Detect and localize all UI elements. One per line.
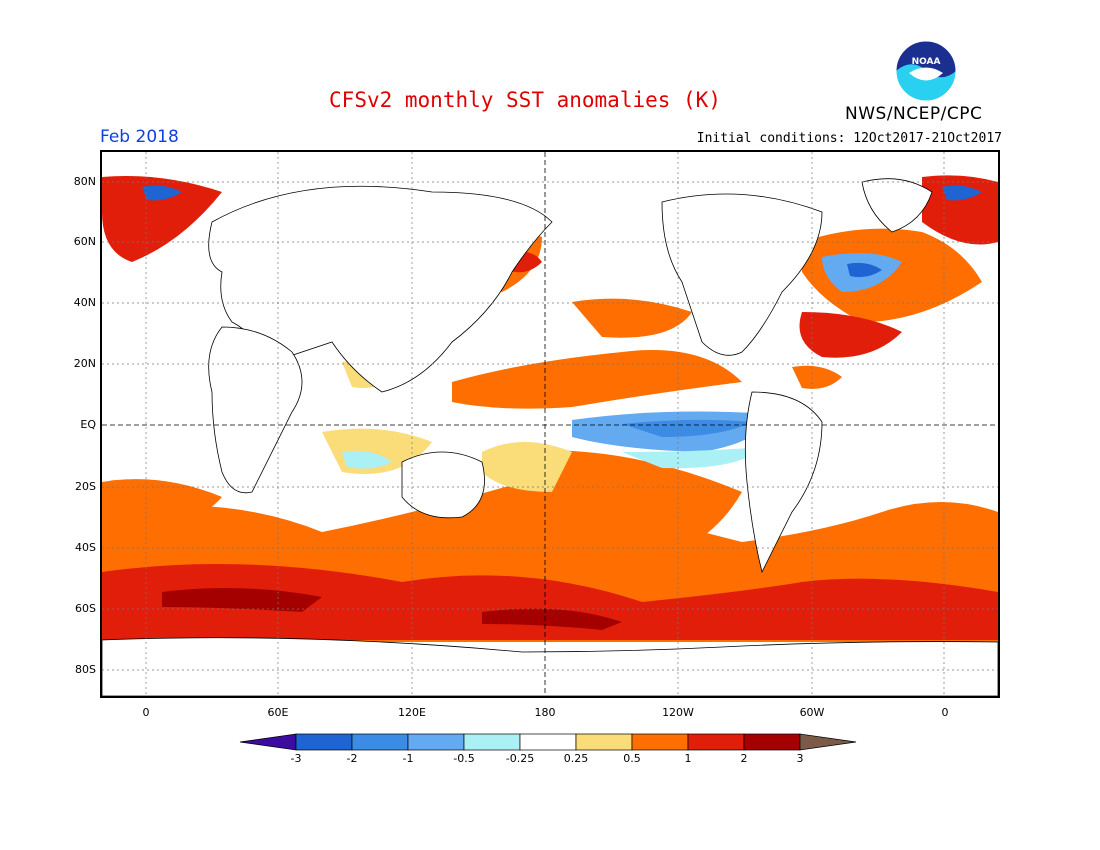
y-tick-label: EQ (80, 418, 96, 431)
x-tick-label: 120E (398, 706, 426, 719)
x-tick-label: 120W (662, 706, 694, 719)
x-tick-label: 60E (267, 706, 289, 719)
colorbar-label: -2 (346, 752, 358, 765)
y-tick-label: 40S (75, 541, 96, 554)
y-tick-label: 60N (73, 235, 96, 248)
colorbar-swatch (575, 733, 633, 751)
y-tick-label: 80N (73, 175, 96, 188)
colorbar (239, 733, 857, 751)
noaa-logo-icon: NOAA (895, 40, 957, 102)
initial-conditions: Initial conditions: 12Oct2017-21Oct2017 (696, 131, 1002, 146)
continents (102, 178, 998, 696)
colorbar-label: -0.25 (505, 752, 535, 765)
y-tick-label: 20S (75, 480, 96, 493)
colorbar-label: -0.5 (453, 752, 475, 765)
x-tick-label: 180 (534, 706, 556, 719)
colorbar-swatch (631, 733, 689, 751)
colorbar-label: 0.5 (623, 752, 641, 765)
y-tick-label: 80S (75, 663, 96, 676)
y-tick-label: 60S (75, 602, 96, 615)
map-canvas (102, 152, 998, 696)
colorbar-swatch (295, 733, 353, 751)
sst-anomaly-map (100, 150, 1000, 698)
colorbar-label: 2 (740, 752, 748, 765)
colorbar-over-triangle (799, 733, 857, 751)
colorbar-swatch (351, 733, 409, 751)
y-tick-label: 40N (73, 296, 96, 309)
x-tick-label: 0 (142, 706, 150, 719)
colorbar-swatch (519, 733, 577, 751)
colorbar-under-triangle (239, 733, 297, 751)
colorbar-swatch (407, 733, 465, 751)
x-tick-label: 0 (941, 706, 949, 719)
colorbar-swatch (687, 733, 745, 751)
chart-title: CFSv2 monthly SST anomalies (K) (329, 88, 721, 112)
agency-label: NWS/NCEP/CPC (845, 104, 983, 124)
graticule (102, 152, 998, 696)
colorbar-label: 0.25 (563, 752, 589, 765)
x-tick-label: 60W (799, 706, 825, 719)
y-tick-label: 20N (73, 357, 96, 370)
anomaly-fields (102, 175, 998, 642)
colorbar-label: -3 (290, 752, 302, 765)
colorbar-swatch (463, 733, 521, 751)
forecast-month: Feb 2018 (100, 127, 179, 147)
noaa-logo-text: NOAA (912, 57, 941, 67)
colorbar-swatch (743, 733, 801, 751)
colorbar-label: -1 (402, 752, 414, 765)
colorbar-label: 3 (796, 752, 804, 765)
colorbar-label: 1 (684, 752, 692, 765)
equator-dateline (102, 152, 998, 696)
